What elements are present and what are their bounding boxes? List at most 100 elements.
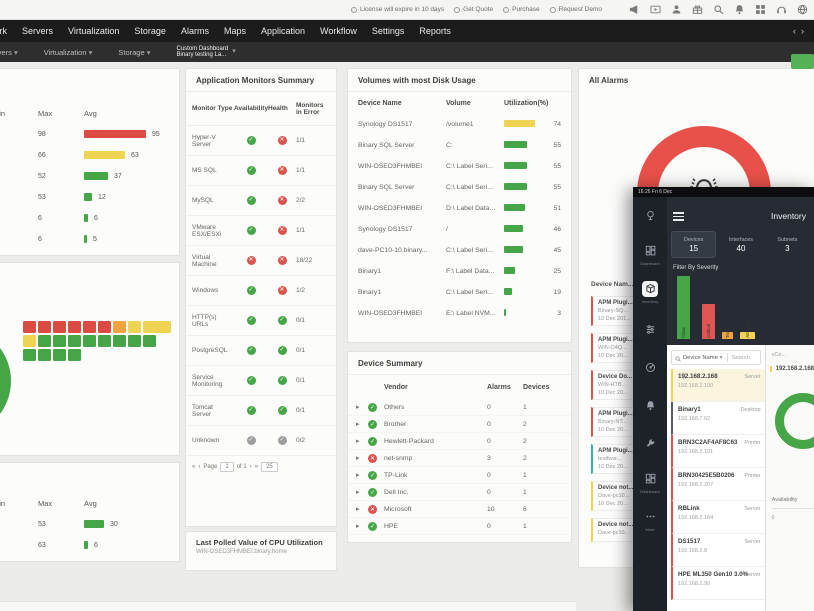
vendor-name[interactable]: Hewlett-Packard	[384, 437, 434, 445]
heatmap-cell[interactable]	[53, 335, 66, 347]
heatmap-cell[interactable]	[128, 335, 141, 347]
monitor-type[interactable]: MySQL	[192, 197, 214, 204]
expand-icon[interactable]: ▸	[356, 523, 360, 530]
volume-row[interactable]: Binary1 F:\ Label Data... 25	[348, 261, 571, 282]
device-name[interactable]: WIN-OSED3FHMBEI	[358, 205, 423, 212]
monitor-row-http-s-urls[interactable]: HTTP(s) URLs ✓ ✓ 0/1	[186, 306, 336, 336]
metric-row[interactable]: 52 37	[0, 170, 169, 182]
expand-icon[interactable]: ▸	[356, 489, 360, 496]
gift-icon[interactable]	[691, 4, 703, 16]
volume-row[interactable]: Binary SQL Server C:\ Label Seri... 55	[348, 177, 571, 198]
device-name[interactable]: Synology DS1517	[358, 226, 413, 233]
heatmap-cell[interactable]	[23, 349, 36, 361]
vendor-row-microsoft[interactable]: ▸ ✕ Microsoft 10 6	[348, 501, 571, 518]
device-name[interactable]: Binary1	[358, 289, 382, 296]
topbar-link-get-quote[interactable]: Get Quote	[454, 6, 493, 13]
vendor-row-brother[interactable]: ▸ ✓ Brother 0 2	[348, 416, 571, 433]
globe-icon[interactable]	[796, 4, 808, 16]
tablet-tab-subnets[interactable]: Subnets 3	[777, 236, 798, 253]
vendor-row-tp-link[interactable]: ▸ ✓ TP-Link 0 1	[348, 467, 571, 484]
vendor-name[interactable]: HPE	[384, 522, 398, 530]
metric-row[interactable]: 53 12	[0, 191, 169, 203]
nav-scroll-arrows[interactable]: ‹ ›	[793, 20, 804, 42]
heatmap-cell[interactable]	[83, 335, 96, 347]
heatmap-cell[interactable]	[53, 321, 66, 333]
monitor-row-windows[interactable]: Windows ✓ ✕ 1/2	[186, 276, 336, 306]
vendor-row-net-snmp[interactable]: ▸ ✕ net-snmp 3 2	[348, 450, 571, 467]
volume-row[interactable]: Binary SQL Server C: 55	[348, 135, 571, 156]
expand-icon[interactable]: ▸	[356, 404, 360, 411]
tablet-nav-inventory[interactable]: Inventory	[633, 273, 667, 311]
subnav-storage[interactable]: Storage ▾	[118, 47, 151, 57]
nav-servers[interactable]: Servers	[22, 26, 54, 36]
monitor-row-unknown[interactable]: Unknown ✓ ✓ 0/2	[186, 426, 336, 456]
device-name[interactable]: Synology DS1517	[358, 121, 413, 128]
vendor-name[interactable]: TP-Link	[384, 471, 408, 479]
monitor-row-service-monitoring[interactable]: Service Monitoring ✓ ✓ 0/1	[186, 366, 336, 396]
prev-page-button[interactable]: ‹	[198, 464, 201, 470]
heatmap-cell[interactable]	[68, 349, 81, 361]
expand-icon[interactable]: ▸	[356, 472, 360, 479]
hamburger-menu-icon[interactable]	[673, 212, 684, 223]
heatmap-cell[interactable]	[83, 321, 96, 333]
tablet-nav-more[interactable]: More	[633, 501, 667, 539]
nav-workflow[interactable]: Workflow	[320, 26, 357, 36]
monitor-row-mysql[interactable]: MySQL ✓ ✕ 2/2	[186, 186, 336, 216]
page-size-select[interactable]: 25	[261, 462, 278, 472]
topbar-link-request-demo[interactable]: Request Demo	[549, 6, 602, 13]
tablet-nav-sliders[interactable]	[633, 311, 667, 349]
tablet-tab-interfaces[interactable]: Interfaces 40	[728, 236, 754, 253]
nav-network[interactable]: Network	[0, 26, 8, 36]
vendor-name[interactable]: Brother	[384, 420, 407, 428]
volume-row[interactable]: WIN-OSED3FHMBEI E:\ Label NVM... 3	[348, 303, 571, 324]
metric-row[interactable]: 53 30	[0, 518, 169, 530]
monitor-type[interactable]: Windows	[192, 287, 219, 294]
volume-row[interactable]: WIN-OSED3FHMBEI D:\ Label Data... 51	[348, 198, 571, 219]
device-list-item-ds1517[interactable]: DS1517 192.168.2.8 Server	[671, 534, 765, 567]
nav-storage[interactable]: Storage	[134, 26, 166, 36]
device-list-item-brn3c2af4af8c63[interactable]: BRN3C2AF4AF8C63 192.168.2.101 Printer	[671, 435, 765, 468]
monitor-type[interactable]: PostgreSQL	[192, 347, 228, 354]
volume-row[interactable]: Binary1 C:\ Label Seri... 19	[348, 282, 571, 303]
heatmap-cell[interactable]	[23, 321, 36, 333]
tablet-nav-dashboard[interactable]: Dashboard	[633, 463, 667, 501]
monitor-type[interactable]: Unknown	[192, 437, 220, 444]
volume-row[interactable]: WIN-OSED3FHMBEI C:\ Label Seri... 55	[348, 156, 571, 177]
nav-reports[interactable]: Reports	[419, 26, 451, 36]
device-list-item-192-168-2-168[interactable]: 192.168.2.168 192.168.2.100 Server	[671, 369, 765, 402]
first-page-button[interactable]: «	[192, 464, 196, 470]
heatmap-cell[interactable]	[68, 321, 81, 333]
severity-bar-critical[interactable]: Critical	[702, 304, 715, 339]
heatmap-cell[interactable]	[23, 335, 36, 347]
expand-icon[interactable]: ▸	[356, 455, 360, 462]
tablet-nav-mic[interactable]	[633, 197, 667, 235]
expand-icon[interactable]: ▸	[356, 506, 360, 513]
last-page-button[interactable]: »	[254, 464, 259, 470]
tablet-tab-devices[interactable]: Devices 15	[671, 231, 717, 258]
device-list-item-rblink[interactable]: RBLink 192.168.2.164 Server	[671, 501, 765, 534]
device-name[interactable]: dave-PC10-10.binary...	[358, 247, 428, 254]
monitor-type[interactable]: HTTP(s) URLs	[192, 313, 217, 328]
metric-row[interactable]: 98 95	[0, 128, 169, 140]
subnav-servers[interactable]: Servers ▾	[0, 47, 18, 57]
heatmap-cell[interactable]	[98, 335, 111, 347]
device-list-item-brn30425e5b0206[interactable]: BRN30425E5B0206 192.168.2.207 Printer	[671, 468, 765, 501]
device-name[interactable]: Binary SQL Server	[358, 184, 415, 191]
megaphone-icon[interactable]	[628, 4, 640, 16]
monitor-type[interactable]: MS SQL	[192, 167, 217, 174]
heatmap-cell[interactable]	[113, 335, 126, 347]
vendor-row-hewlett-packard[interactable]: ▸ ✓ Hewlett-Packard 0 2	[348, 433, 571, 450]
severity-bar-trouble[interactable]: Trouble	[722, 323, 733, 339]
monitor-row-ms-sql[interactable]: MS SQL ✓ ✕ 1/1	[186, 156, 336, 186]
vendor-name[interactable]: net-snmp	[384, 454, 413, 462]
chevron-right-icon[interactable]: ›	[801, 26, 804, 36]
search-icon[interactable]	[712, 4, 724, 16]
chevron-left-icon[interactable]: ‹	[793, 26, 796, 36]
severity-bar-clear[interactable]: Clear	[677, 276, 690, 339]
video-icon[interactable]	[649, 4, 661, 16]
tablet-nav-wrench[interactable]	[633, 425, 667, 463]
tablet-nav-dashboard[interactable]: Dashboard	[633, 235, 667, 273]
user-icon[interactable]	[670, 4, 682, 16]
